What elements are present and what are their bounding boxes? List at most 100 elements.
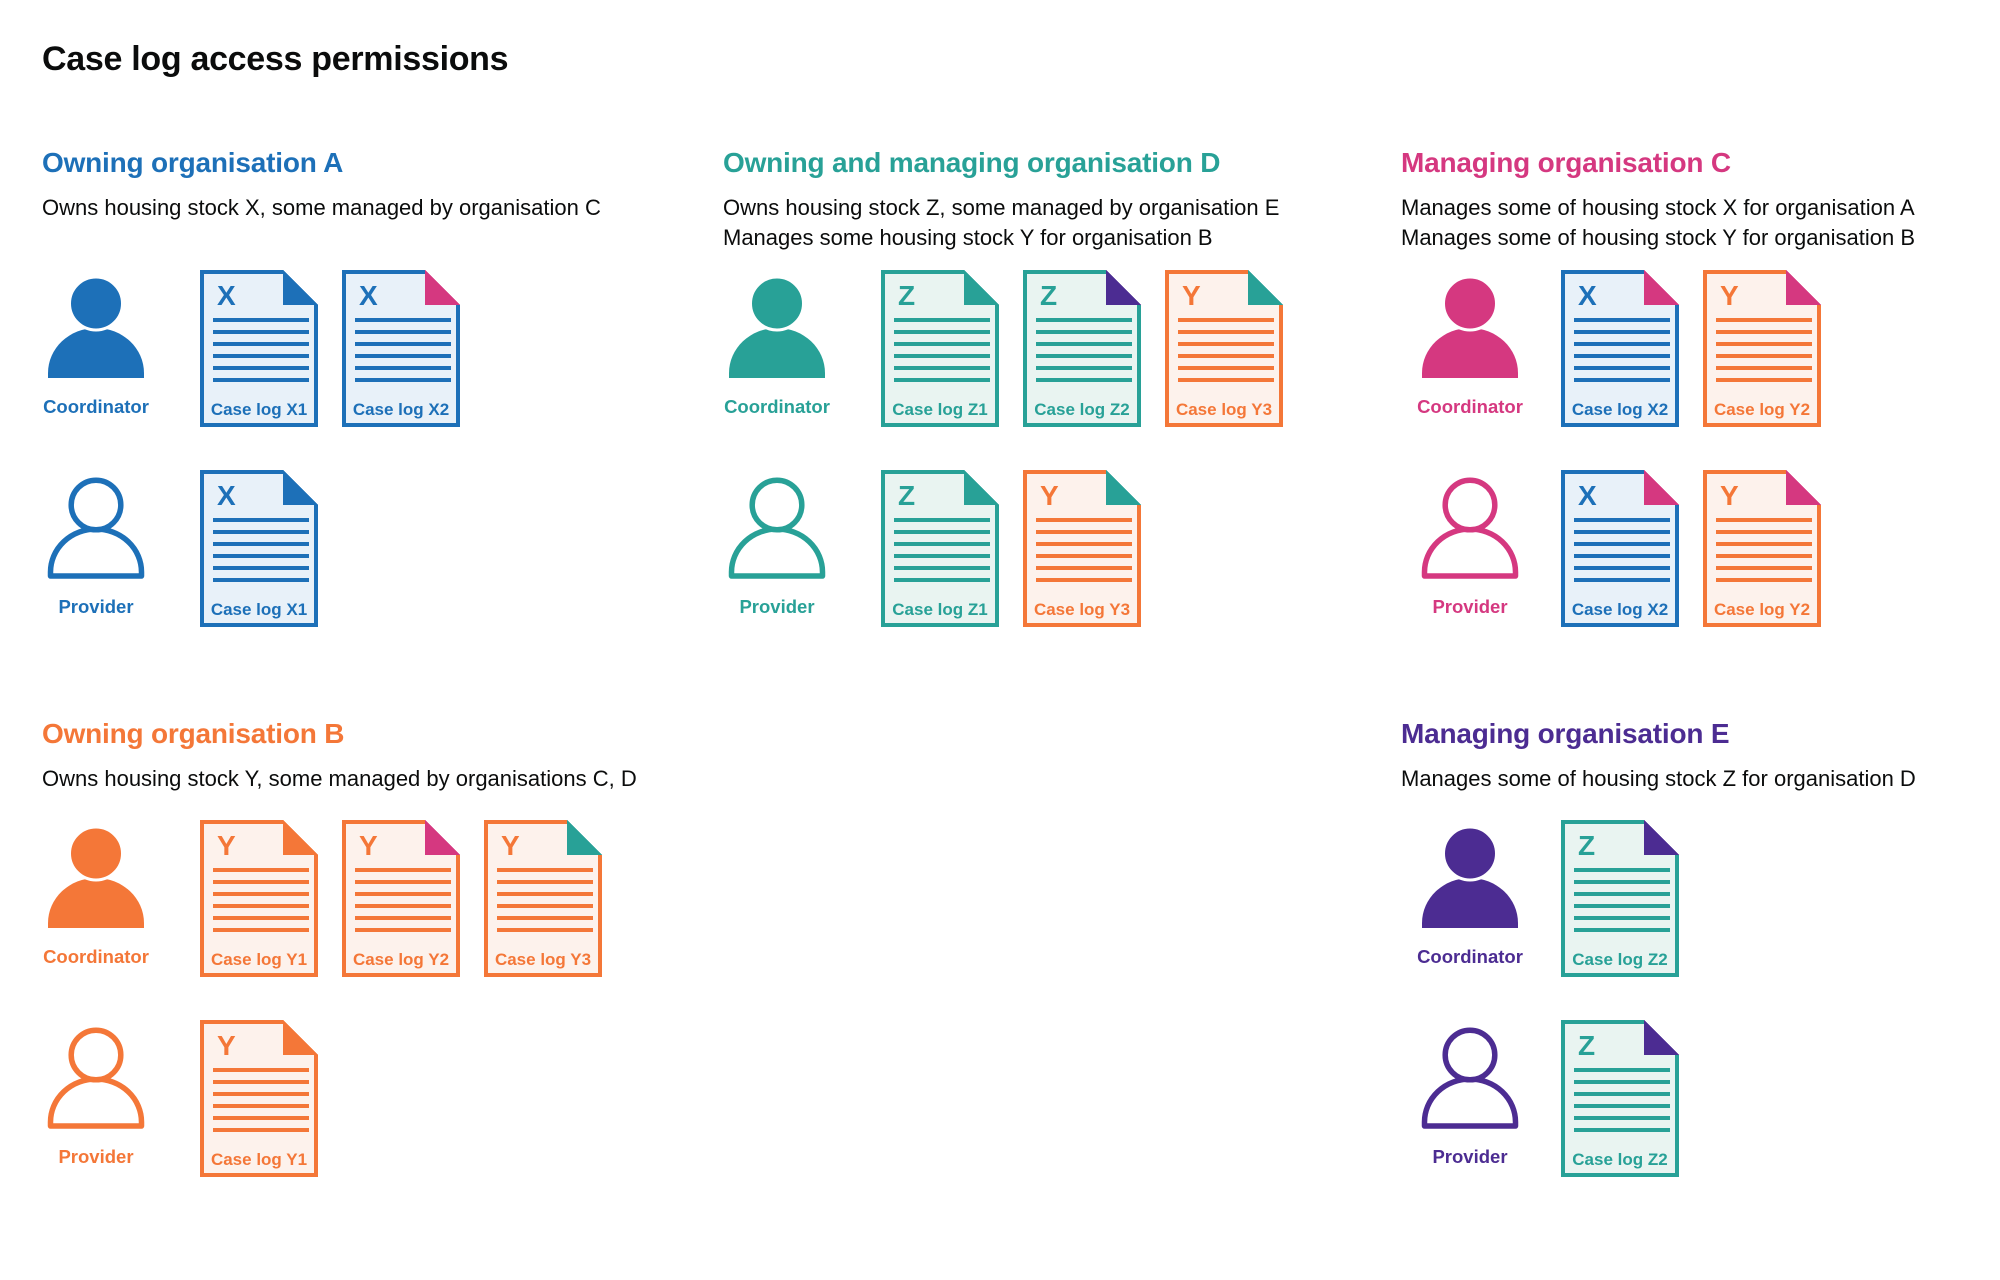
doc-text-line [1574, 1116, 1670, 1120]
folded-corner [1786, 270, 1821, 305]
doc-text-line [1574, 880, 1670, 884]
provider-person-icon [1420, 477, 1520, 579]
doc-text-line [1716, 330, 1812, 334]
case-log-doc: Z Case log Z1 [881, 270, 999, 427]
doc-text-line [1716, 542, 1812, 546]
doc-text-line [213, 554, 309, 558]
coordinator-person-icon [727, 277, 827, 379]
doc-text-line [355, 904, 451, 908]
doc-text-line [213, 1104, 309, 1108]
doc-letter: Y [217, 830, 236, 861]
section-heading: Managing organisation C [1401, 147, 1731, 178]
case-log-doc: Z Case log Z1 [881, 470, 999, 627]
doc-label: Case log Y3 [1033, 600, 1131, 619]
doc-letter: X [217, 280, 236, 311]
doc-text-line [1716, 378, 1812, 382]
role-label-provider: Provider [1432, 1146, 1508, 1167]
doc-text-line [1574, 904, 1670, 908]
folded-corner [283, 270, 318, 305]
doc-text-line [497, 892, 593, 896]
coordinator-person-icon [1420, 277, 1520, 379]
section-heading: Managing organisation E [1401, 718, 1730, 749]
doc-text-line [1574, 928, 1670, 932]
doc-letter: Y [501, 830, 520, 861]
doc-text-line [1716, 566, 1812, 570]
doc-text-line [894, 366, 990, 370]
doc-text-line [355, 868, 451, 872]
doc-label: Case log X2 [1571, 400, 1669, 419]
doc-text-line [1178, 342, 1274, 346]
section-description-line: Owns housing stock Z, some managed by or… [723, 195, 1280, 220]
doc-label: Case log Z1 [892, 400, 988, 419]
role-label-coordinator: Coordinator [43, 946, 149, 967]
doc-label: Case log X1 [210, 600, 308, 619]
doc-text-line [1716, 342, 1812, 346]
doc-text-line [497, 928, 593, 932]
folded-corner [425, 270, 460, 305]
doc-text-line [213, 916, 309, 920]
role-label-provider: Provider [739, 596, 815, 617]
doc-text-line [213, 378, 309, 382]
section-description-line: Manages some housing stock Y for organis… [723, 225, 1213, 250]
doc-text-line [1574, 518, 1670, 522]
doc-letter: Y [217, 1030, 236, 1061]
doc-label: Case log Y3 [1175, 400, 1273, 419]
doc-text-line [1036, 518, 1132, 522]
doc-text-line [1574, 342, 1670, 346]
doc-text-line [1574, 916, 1670, 920]
doc-text-line [1716, 578, 1812, 582]
folded-corner [1786, 470, 1821, 505]
doc-text-line [355, 892, 451, 896]
doc-text-line [894, 530, 990, 534]
doc-text-line [213, 892, 309, 896]
doc-letter: Y [1040, 480, 1059, 511]
folded-corner [1644, 1020, 1679, 1055]
doc-text-line [1716, 518, 1812, 522]
case-log-doc: Y Case log Y2 [1703, 270, 1821, 427]
page-title: Case log access permissions [42, 40, 509, 78]
doc-label: Case log X2 [1571, 600, 1669, 619]
folded-corner [567, 820, 602, 855]
folded-corner [964, 470, 999, 505]
doc-text-line [355, 366, 451, 370]
doc-text-line [1036, 366, 1132, 370]
doc-text-line [1574, 566, 1670, 570]
folded-corner [1644, 270, 1679, 305]
doc-text-line [1574, 1068, 1670, 1072]
doc-label: Case log Z2 [1572, 1150, 1668, 1169]
role-label-coordinator: Coordinator [43, 396, 149, 417]
doc-text-line [213, 928, 309, 932]
case-log-doc: X Case log X1 [200, 470, 318, 627]
doc-text-line [1574, 366, 1670, 370]
case-log-doc: Y Case log Y3 [484, 820, 602, 977]
doc-text-line [213, 330, 309, 334]
folded-corner [1106, 470, 1141, 505]
doc-text-line [1574, 1092, 1670, 1096]
section-description-line: Manages some of housing stock Z for orga… [1401, 766, 1916, 791]
doc-label: Case log X2 [352, 400, 450, 419]
coordinator-person-icon [46, 827, 146, 929]
doc-text-line [1178, 354, 1274, 358]
doc-text-line [213, 904, 309, 908]
doc-letter: Y [1720, 480, 1739, 511]
doc-text-line [894, 330, 990, 334]
doc-text-line [1574, 378, 1670, 382]
doc-text-line [1178, 330, 1274, 334]
doc-text-line [213, 880, 309, 884]
doc-text-line [213, 366, 309, 370]
doc-text-line [894, 318, 990, 322]
doc-text-line [1574, 542, 1670, 546]
coordinator-person-icon [1420, 827, 1520, 929]
doc-letter: Z [1040, 280, 1058, 311]
section-description-line: Owns housing stock Y, some managed by or… [42, 766, 637, 791]
case-log-doc: Y Case log Y2 [342, 820, 460, 977]
doc-letter: Z [1578, 830, 1596, 861]
doc-text-line [213, 518, 309, 522]
doc-letter: Y [1720, 280, 1739, 311]
doc-text-line [355, 330, 451, 334]
doc-letter: X [1578, 280, 1597, 311]
doc-text-line [213, 578, 309, 582]
doc-text-line [1574, 330, 1670, 334]
doc-label: Case log Y1 [210, 1150, 308, 1169]
doc-text-line [213, 868, 309, 872]
